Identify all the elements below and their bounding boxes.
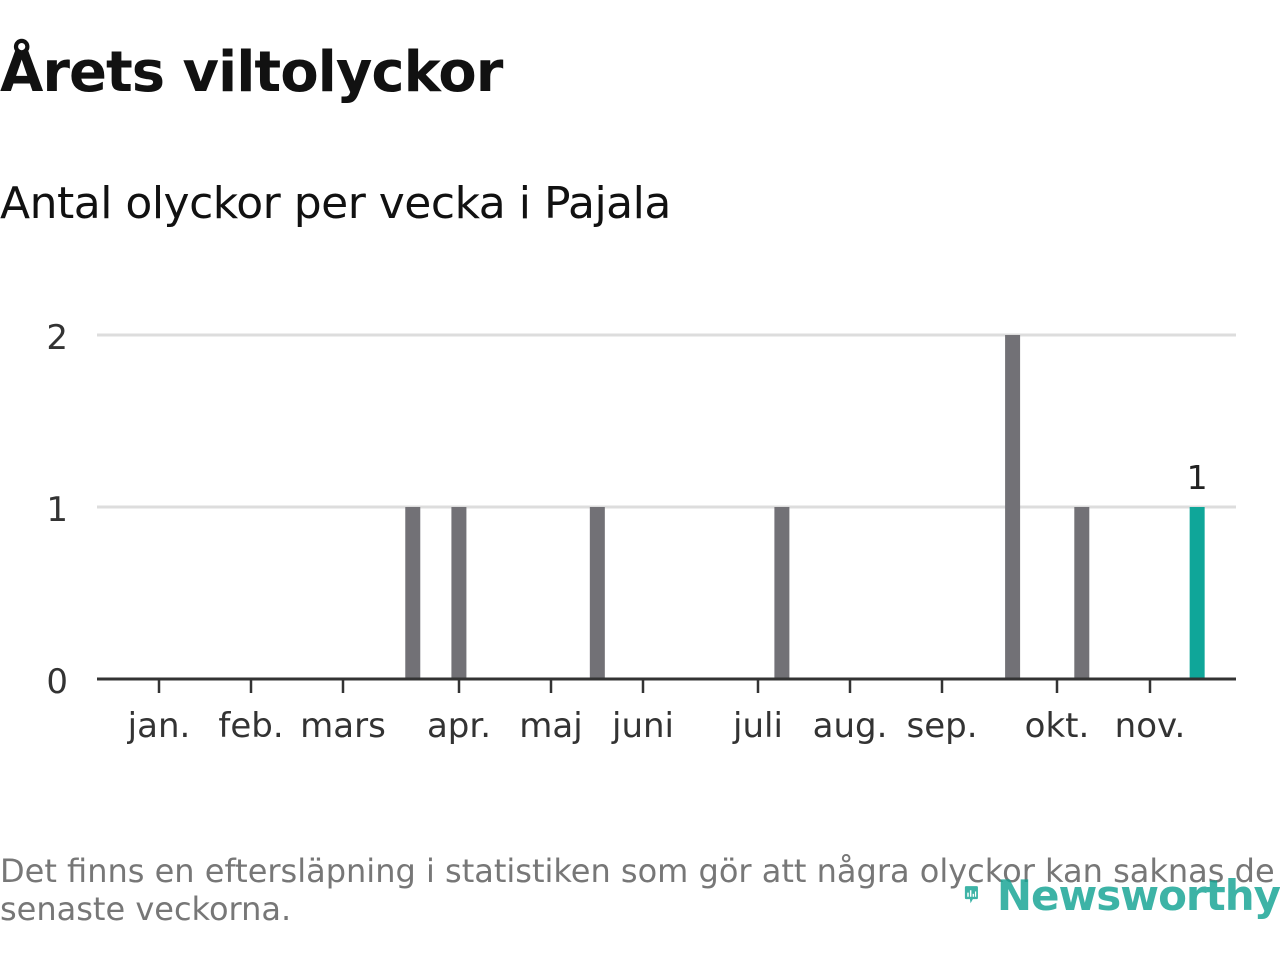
footnote: Det finns en eftersläpning i statistiken… [0,852,1275,928]
x-axis: jan. feb. mars apr. maj juni juli aug. sep. okt. n… [97,677,1236,746]
newsworthy-logo: Newsworthy [964,860,1280,930]
x-tick-label-3: apr. [427,706,491,746]
x-tick-label-5: juni [611,706,674,746]
y-tick-label-1: 1 [46,490,68,530]
bar-week-38 [1005,335,1021,679]
newsworthy-logo-text: Newsworthy [996,870,1280,920]
data-label-week-46: 1 [1187,458,1208,497]
x-tick-label-8: sep. [906,706,977,746]
chart-subtitle: Antal olyckor per vecka i Pajala [0,178,671,229]
x-tick-label-9: okt. [1025,706,1090,746]
newsworthy-logo-icon [964,886,978,904]
x-tick-label-10: nov. [1115,706,1186,746]
bar-week-14 [451,507,467,679]
y-axis-ticks: 0 1 2 [46,318,68,702]
x-tick-label-0: jan. [127,706,191,746]
y-tick-label-2: 2 [46,318,68,358]
bar-week-46 [1189,507,1205,679]
x-tick-label-2: mars [300,706,386,746]
bar-week-12 [405,507,421,679]
bar-week-20 [589,507,605,679]
y-tick-label-0: 0 [46,662,68,702]
x-tick-label-6: juli [732,706,783,746]
bar-week-28 [774,507,790,679]
bar-chart: 0 1 2 jan. feb. mars apr. maj juni juli aug. sep. o… [46,318,1236,746]
chart-title: Årets viltolyckor [0,40,503,105]
data-labels: 1 [1187,458,1208,497]
gridlines [97,333,1236,509]
x-tick-label-4: maj [519,706,582,746]
x-tick-label-7: aug. [813,706,888,746]
x-tick-label-1: feb. [218,706,283,746]
bars [405,335,1205,679]
bar-week-41 [1074,507,1090,679]
